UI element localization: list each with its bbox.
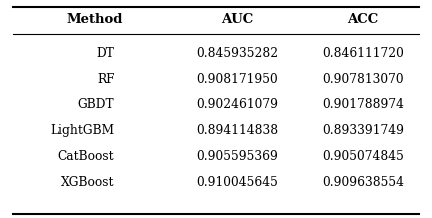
Text: 0.907813070: 0.907813070 <box>322 73 403 86</box>
Text: 0.909638554: 0.909638554 <box>322 175 404 189</box>
Text: 0.905595369: 0.905595369 <box>197 150 279 163</box>
Text: 0.845935282: 0.845935282 <box>197 47 279 60</box>
Text: DT: DT <box>97 47 114 60</box>
Text: RF: RF <box>97 73 114 86</box>
Text: 0.846111720: 0.846111720 <box>322 47 404 60</box>
Text: XGBoost: XGBoost <box>61 175 114 189</box>
Text: 0.905074845: 0.905074845 <box>322 150 404 163</box>
Text: Method: Method <box>67 13 123 26</box>
Text: ACC: ACC <box>347 13 378 26</box>
Text: GBDT: GBDT <box>78 98 114 111</box>
Text: 0.901788974: 0.901788974 <box>322 98 404 111</box>
Text: 0.894114838: 0.894114838 <box>197 124 279 137</box>
Text: AUC: AUC <box>222 13 254 26</box>
Text: 0.908171950: 0.908171950 <box>197 73 279 86</box>
Text: 0.893391749: 0.893391749 <box>322 124 404 137</box>
Text: LightGBM: LightGBM <box>51 124 114 137</box>
Text: 0.910045645: 0.910045645 <box>197 175 279 189</box>
Text: 0.902461079: 0.902461079 <box>197 98 279 111</box>
Text: CatBoost: CatBoost <box>58 150 114 163</box>
